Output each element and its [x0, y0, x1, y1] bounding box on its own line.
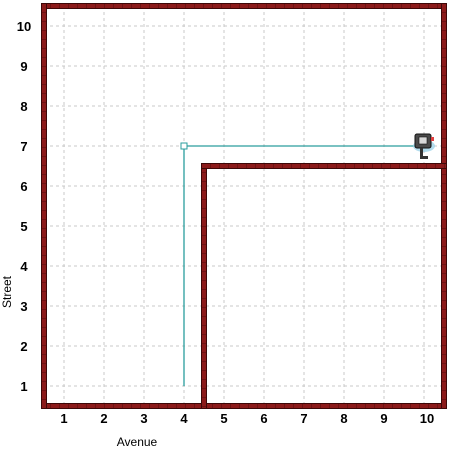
- avenue-tick-label: 3: [140, 411, 147, 426]
- boundary-wall-top: [41, 3, 447, 9]
- avenue-tick-label: 5: [220, 411, 227, 426]
- avenue-tick-label: 6: [260, 411, 267, 426]
- street-tick-label: 8: [20, 99, 27, 114]
- robot: [413, 133, 435, 159]
- street-tick-label: 1: [20, 379, 27, 394]
- robot-icon: [413, 133, 435, 159]
- robot-path: [180, 142, 424, 386]
- street-axis-label: Street: [0, 275, 14, 308]
- avenue-tick-label: 4: [180, 411, 188, 426]
- avenue-tick-label: 9: [380, 411, 387, 426]
- boundary-wall-left: [41, 3, 47, 409]
- trace-corner-marker: [180, 142, 188, 150]
- grid-lines: [44, 6, 444, 406]
- avenue-tick-label: 10: [420, 411, 434, 426]
- avenue-tick-label: 7: [300, 411, 307, 426]
- robot-screen: [418, 136, 428, 145]
- walls: [41, 3, 447, 409]
- robot-leg: [420, 148, 423, 158]
- street-tick-label: 7: [20, 139, 27, 154]
- street-tick-labels: 1 2 3 4 5 6 7 8 9 10: [17, 19, 31, 394]
- street-tick-label: 10: [17, 19, 31, 34]
- inner-wall-vertical: [201, 163, 207, 409]
- street-tick-label: 9: [20, 59, 27, 74]
- robot-direction-marker: [431, 137, 434, 141]
- street-tick-label: 5: [20, 219, 27, 234]
- robot-foot: [420, 156, 428, 159]
- avenue-axis-label: Avenue: [117, 435, 158, 449]
- street-tick-label: 2: [20, 339, 27, 354]
- avenue-tick-label: 8: [340, 411, 347, 426]
- avenue-tick-labels: 1 2 3 4 5 6 7 8 9 10: [60, 411, 434, 426]
- street-tick-label: 6: [20, 179, 27, 194]
- avenue-tick-label: 1: [60, 411, 67, 426]
- street-tick-label: 4: [20, 259, 28, 274]
- street-tick-label: 3: [20, 299, 27, 314]
- boundary-wall-right: [441, 3, 447, 409]
- boundary-wall-bottom: [41, 403, 447, 409]
- inner-wall-horizontal: [201, 163, 447, 169]
- avenue-tick-label: 2: [100, 411, 107, 426]
